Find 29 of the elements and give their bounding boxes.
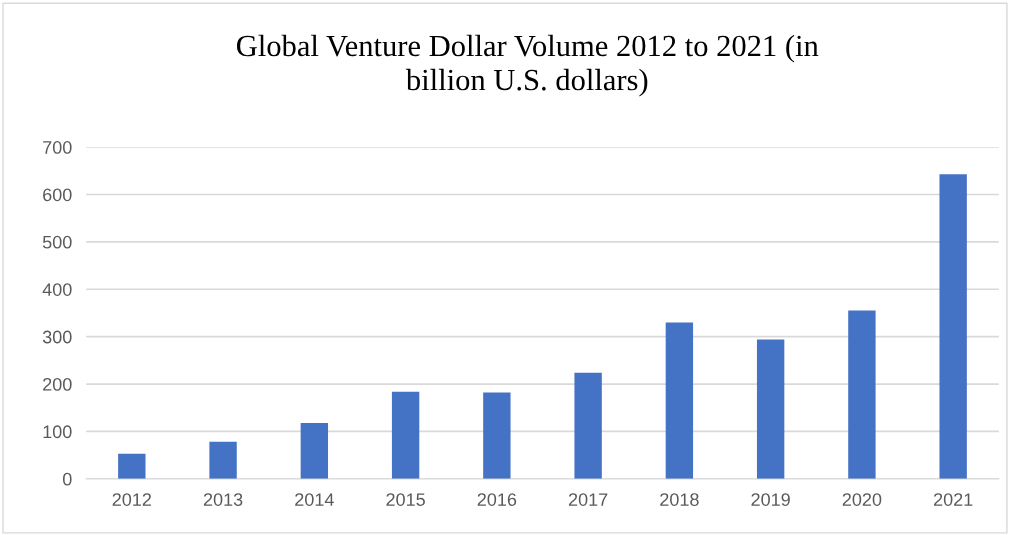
bar xyxy=(848,310,876,479)
y-tick-label: 700 xyxy=(43,141,72,154)
x-tick-label: 2018 xyxy=(660,493,699,506)
bar xyxy=(483,392,511,479)
bar xyxy=(939,174,967,479)
bar xyxy=(574,372,602,479)
bar xyxy=(756,339,785,479)
x-tick-label: 2019 xyxy=(751,493,790,506)
y-tick-label: 500 xyxy=(42,235,72,249)
bar xyxy=(300,422,329,479)
x-tick-label: 2016 xyxy=(477,493,517,506)
x-tick-label: 2021 xyxy=(933,493,973,506)
x-tick-label: 2020 xyxy=(842,493,882,506)
bar xyxy=(391,391,420,479)
y-tick-label: 300 xyxy=(42,330,72,344)
bar xyxy=(118,453,146,479)
y-tick-label: 200 xyxy=(43,377,72,391)
bar xyxy=(665,322,694,479)
y-tick-label: 600 xyxy=(43,188,72,202)
y-tick-label: 400 xyxy=(42,283,72,296)
x-tick-label: 2017 xyxy=(568,493,608,506)
chart-title: Global Venture Dollar Volume 2012 to 2021 (in billion U.S. dollars) xyxy=(237,34,819,97)
x-tick-label: 2015 xyxy=(386,493,425,506)
bar xyxy=(209,441,237,479)
y-tick-label: 0 xyxy=(62,472,72,486)
y-tick-label: 100 xyxy=(43,425,72,439)
x-tick-label: 2014 xyxy=(295,493,334,506)
x-tick-label: 2012 xyxy=(112,493,151,506)
x-tick-label: 2013 xyxy=(203,493,243,506)
